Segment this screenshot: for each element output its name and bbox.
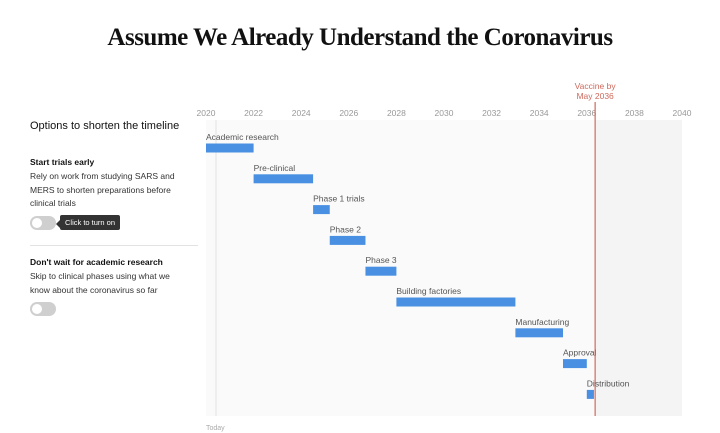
x-tick-label: 2020 xyxy=(197,108,216,118)
options-heading: Options to shorten the timeline xyxy=(30,120,180,132)
task-bar xyxy=(253,174,314,184)
skip-academic-research-toggle[interactable] xyxy=(30,302,56,316)
vaccine-marker-label: May 2036 xyxy=(576,91,614,101)
x-tick-label: 2026 xyxy=(339,108,358,118)
task-label: Academic research xyxy=(206,132,279,142)
task-label: Manufacturing xyxy=(515,317,569,327)
option-description: Rely on work from studying SARS and MERS… xyxy=(30,171,175,208)
task-label: Approval xyxy=(563,348,597,358)
option-title: Start trials early xyxy=(30,157,95,167)
option-description: Skip to clinical phases using what we kn… xyxy=(30,271,170,295)
x-tick-label: 2024 xyxy=(292,108,311,118)
options-panel: Options to shorten the timeline xyxy=(30,120,198,132)
x-tick-label: 2030 xyxy=(435,108,454,118)
task-bar xyxy=(396,297,516,307)
task-label: Phase 2 xyxy=(330,224,361,234)
vaccine-marker-label: Vaccine by xyxy=(575,81,617,91)
toggle-knob xyxy=(32,304,42,314)
toggle-tooltip: Click to turn on xyxy=(55,215,121,230)
task-label: Building factories xyxy=(396,286,461,296)
option-start-trials-early: Start trials early Rely on work from stu… xyxy=(30,157,198,211)
task-bar xyxy=(586,389,594,399)
today-label: Today xyxy=(206,425,225,432)
page-title: Assume We Already Understand the Coronav… xyxy=(107,24,613,51)
x-tick-label: 2034 xyxy=(530,108,549,118)
task-bar xyxy=(313,205,330,215)
task-label: Pre-clinical xyxy=(254,163,296,173)
x-tick-label: 2040 xyxy=(673,108,692,118)
option-title: Don't wait for academic research xyxy=(30,257,163,267)
task-label: Phase 1 trials xyxy=(313,194,365,204)
task-bar xyxy=(515,328,563,338)
task-bar xyxy=(206,143,254,153)
option-divider xyxy=(30,245,198,246)
post-vaccine-shade xyxy=(595,120,682,416)
x-tick-label: 2036 xyxy=(577,108,596,118)
option-skip-academic-research: Don't wait for academic research Skip to… xyxy=(30,257,198,297)
task-bar xyxy=(563,359,587,369)
task-label: Distribution xyxy=(587,378,630,388)
x-tick-label: 2038 xyxy=(625,108,644,118)
task-label: Phase 3 xyxy=(365,255,396,265)
toggle-knob xyxy=(32,218,42,228)
x-tick-label: 2028 xyxy=(387,108,406,118)
start-trials-early-toggle[interactable] xyxy=(30,216,56,230)
task-bar xyxy=(365,266,397,276)
x-tick-label: 2032 xyxy=(482,108,501,118)
task-bar xyxy=(329,235,366,245)
x-tick-label: 2022 xyxy=(244,108,263,118)
